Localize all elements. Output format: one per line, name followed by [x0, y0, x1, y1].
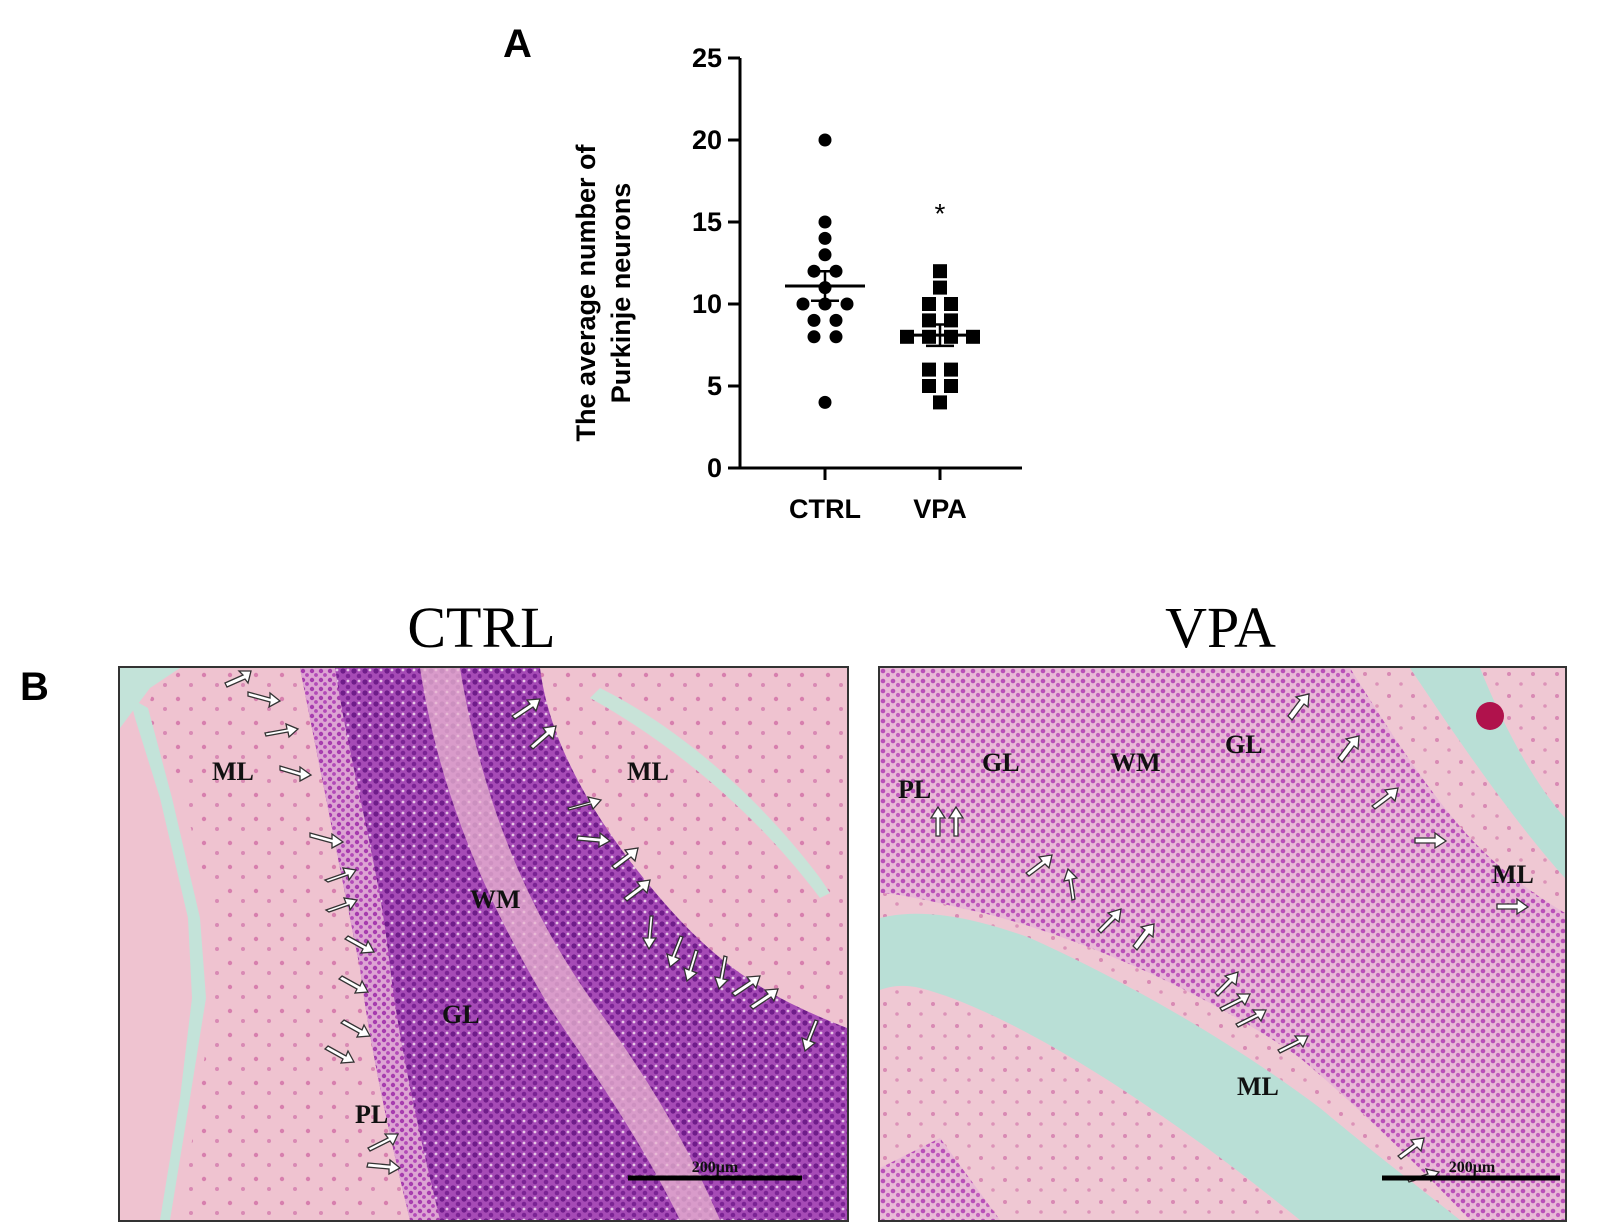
- y-tick-label: 20: [692, 125, 722, 155]
- ctrl-label-ml-left: ML: [212, 757, 254, 786]
- ctrl-label-ml-right: ML: [627, 757, 669, 786]
- panel-label-a: A: [503, 22, 532, 66]
- data-point-vpa: [933, 280, 947, 295]
- data-point-ctrl: [818, 248, 832, 262]
- data-point-ctrl: [829, 313, 843, 327]
- data-point-ctrl: [818, 133, 832, 147]
- data-point-ctrl: [829, 330, 843, 344]
- data-point-vpa: [922, 362, 936, 377]
- ctrl-label-gl: GL: [442, 1000, 480, 1029]
- y-axis-label-line2: Purkinje neurons: [606, 183, 636, 404]
- data-point-vpa: [944, 362, 958, 377]
- data-point-vpa: [944, 379, 958, 393]
- data-point-ctrl: [796, 297, 810, 311]
- vpa-label-pl: PL: [898, 775, 931, 804]
- data-point-vpa: [922, 379, 936, 393]
- data-point-vpa: [933, 264, 947, 279]
- x-tick-label: CTRL: [789, 494, 861, 524]
- significance-annotation: *: [935, 198, 946, 229]
- y-tick-label: 15: [692, 207, 722, 237]
- y-tick-label: 5: [707, 371, 722, 401]
- micrograph-vpa: PL GL WM GL ML ML 200μm: [878, 666, 1567, 1222]
- micrograph-ctrl-image: ML ML WM GL PL 200μm: [120, 668, 847, 1220]
- x-tick-label: VPA: [913, 494, 967, 524]
- ctrl-scale-bar-label: 200μm: [692, 1159, 739, 1176]
- data-point-vpa: [900, 329, 914, 344]
- vpa-label-gl-left: GL: [982, 748, 1020, 777]
- chart-marks: *: [785, 133, 980, 410]
- micrograph-ctrl: ML ML WM GL PL 200μm: [118, 666, 849, 1222]
- y-tick-label: 0: [707, 453, 722, 483]
- micrograph-title-ctrl: CTRL: [407, 595, 556, 660]
- chart-axes: 0 5 10 15 20 25 CTRL VPA: [692, 43, 1022, 524]
- data-point-vpa: [944, 297, 958, 311]
- data-point-ctrl: [807, 313, 821, 327]
- data-point-ctrl: [840, 297, 854, 311]
- data-point-ctrl: [807, 330, 821, 344]
- panel-label-b: B: [20, 665, 49, 709]
- y-tick-label: 25: [692, 43, 722, 73]
- data-point-ctrl: [818, 231, 832, 245]
- purkinje-count-chart: 0 5 10 15 20 25 CTRL VPA The average number of …: [560, 30, 1080, 560]
- data-point-vpa: [922, 329, 936, 344]
- vpa-label-wm: WM: [1110, 748, 1161, 777]
- y-tick-label: 10: [692, 289, 722, 319]
- data-point-vpa: [944, 329, 958, 344]
- vpa-label-gl-right: GL: [1225, 730, 1263, 759]
- data-point-vpa: [933, 395, 947, 410]
- vpa-scale-bar-label: 200μm: [1449, 1159, 1496, 1176]
- data-point-vpa: [966, 329, 980, 344]
- vpa-label-ml-bottom: ML: [1237, 1072, 1279, 1101]
- ctrl-label-wm: WM: [470, 885, 521, 914]
- vpa-label-ml-right: ML: [1492, 860, 1534, 889]
- ctrl-label-pl: PL: [355, 1100, 388, 1129]
- micrograph-vpa-image: PL GL WM GL ML ML 200μm: [880, 668, 1565, 1220]
- y-axis-label-line1: The average number of: [571, 143, 601, 441]
- data-point-vpa: [922, 297, 936, 311]
- micrograph-title-vpa: VPA: [1165, 595, 1276, 660]
- data-point-ctrl: [818, 395, 832, 409]
- data-point-ctrl: [818, 215, 832, 229]
